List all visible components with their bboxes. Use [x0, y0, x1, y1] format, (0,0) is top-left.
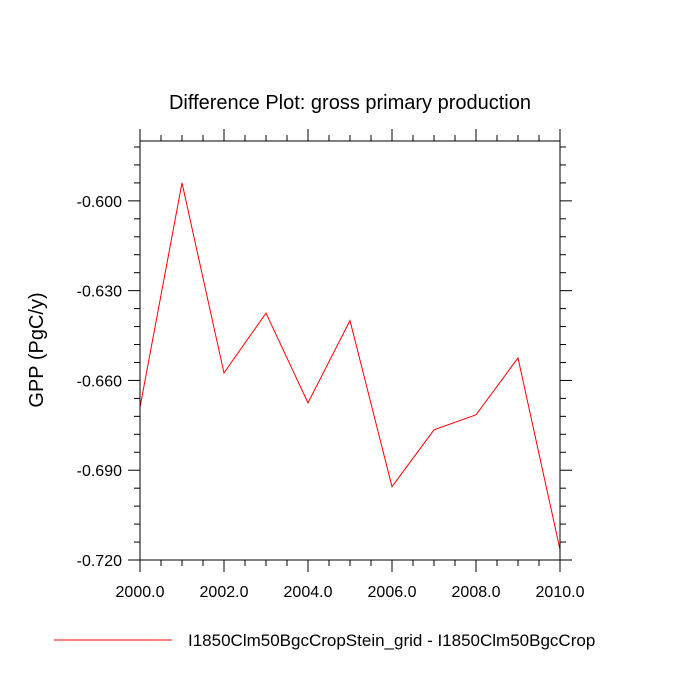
- series-layer: [139, 182, 561, 550]
- legend: I1850Clm50BgcCropStein_grid - I1850Clm50…: [54, 631, 595, 650]
- axis-ticks: [128, 129, 572, 572]
- x-tick-label: 2002.0: [200, 584, 249, 601]
- legend-entry-label: I1850Clm50BgcCropStein_grid - I1850Clm50…: [188, 631, 595, 650]
- y-tick-label: -0.720: [77, 553, 122, 570]
- chart-title: Difference Plot: gross primary productio…: [169, 92, 531, 114]
- x-tick-label: 2006.0: [368, 584, 417, 601]
- y-tick-label: -0.690: [77, 463, 122, 480]
- y-axis-label: GPP (PgC/y): [26, 292, 48, 407]
- x-tick-label: 2000.0: [116, 584, 165, 601]
- series-line: [139, 182, 561, 550]
- x-tick-label: 2010.0: [536, 584, 585, 601]
- x-tick-label: 2004.0: [284, 584, 333, 601]
- x-tick-label: 2008.0: [452, 584, 501, 601]
- y-tick-label: -0.600: [77, 194, 122, 211]
- y-tick-label: -0.630: [77, 284, 122, 301]
- y-tick-labels: -0.600 -0.630 -0.660 -0.690 -0.720: [77, 194, 122, 570]
- plot-frame: [139, 140, 561, 561]
- y-tick-label: -0.660: [77, 373, 122, 390]
- x-tick-labels: 2000.0 2002.0 2004.0 2006.0 2008.0 2010.0: [116, 584, 585, 601]
